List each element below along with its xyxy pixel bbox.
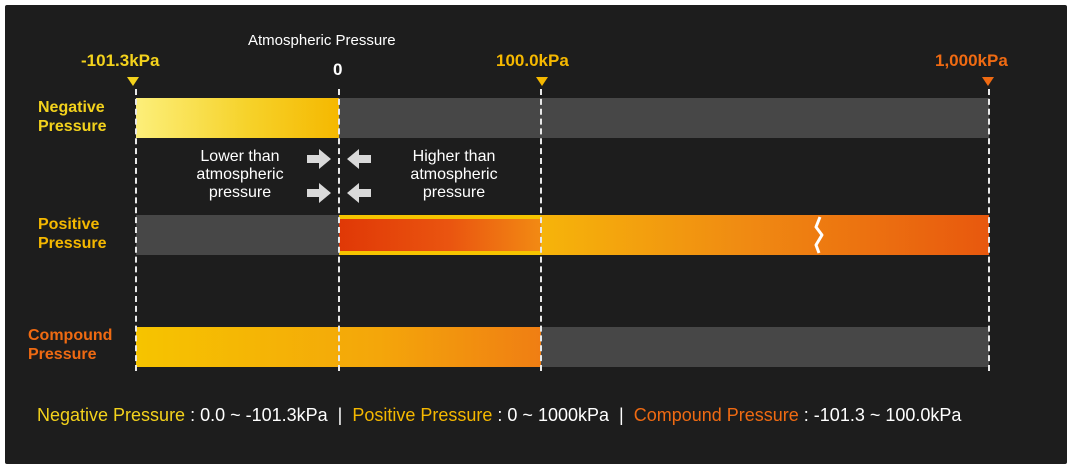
scale-mid-label: 100.0kPa xyxy=(496,51,569,70)
row-label-positive: Positive Pressure xyxy=(38,216,107,252)
legend: Negative Pressure : 0.0 ~ -101.3kPa | Po… xyxy=(37,405,961,426)
positive-bar-fill-near xyxy=(339,215,541,255)
legend-separator: | xyxy=(327,405,353,425)
dashed-line-min xyxy=(135,89,137,371)
dashed-line-mid xyxy=(540,89,542,371)
right-arrow-icon xyxy=(307,183,331,203)
triangle-marker-icon xyxy=(982,77,994,86)
triangle-marker-icon xyxy=(127,77,139,86)
legend-separator: | xyxy=(609,405,634,425)
left-arrow-icon xyxy=(347,149,371,169)
dashed-line-zero xyxy=(338,89,340,371)
left-arrow-icon xyxy=(347,183,371,203)
triangle-marker-icon xyxy=(536,77,548,86)
legend-negative-name: Negative Pressure xyxy=(37,405,186,425)
scale-max-label: 1,000kPa xyxy=(935,51,1008,70)
scale-zero-label: 0 xyxy=(333,60,343,79)
note-lower-than: Lower than atmospheric pressure xyxy=(196,148,284,201)
legend-positive-name: Positive Pressure xyxy=(352,405,493,425)
break-mark-icon xyxy=(814,216,824,254)
dashed-line-max xyxy=(988,89,990,371)
legend-compound-range: : -101.3 ~ 100.0kPa xyxy=(798,405,962,425)
diagram-panel: -101.3kPa Atmospheric Pressure 0 100.0kP… xyxy=(5,5,1067,464)
negative-bar-fill xyxy=(136,98,339,138)
right-arrow-icon xyxy=(307,149,331,169)
scale-min-label: -101.3kPa xyxy=(81,51,160,70)
note-higher-than: Higher than atmospheric pressure xyxy=(410,148,498,201)
legend-negative-range: : 0.0 ~ -101.3kPa xyxy=(185,405,328,425)
zero-caption: Atmospheric Pressure xyxy=(248,32,396,49)
row-label-compound: Compound Pressure xyxy=(28,327,113,363)
legend-positive-range: : 0 ~ 1000kPa xyxy=(492,405,610,425)
positive-bar-fill-far xyxy=(541,215,989,255)
legend-compound-name: Compound Pressure xyxy=(633,405,799,425)
row-label-negative: Negative Pressure xyxy=(38,99,107,135)
